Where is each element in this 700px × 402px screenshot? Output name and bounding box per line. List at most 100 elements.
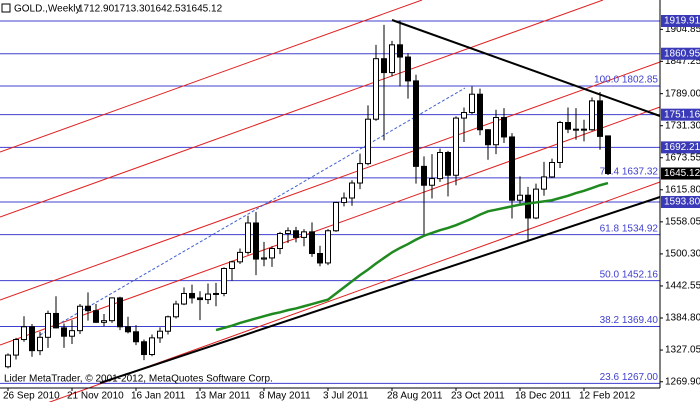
fib-label: 76.4 1637.32: [600, 166, 659, 177]
candle-body: [517, 194, 523, 201]
level-price-box: [661, 141, 700, 154]
candle-body: [421, 165, 427, 186]
candle-body: [325, 230, 331, 264]
y-tick-label: 1384.80: [665, 313, 700, 324]
moving-average: [215, 181, 609, 332]
candle-body: [333, 201, 339, 232]
candle-body: [365, 118, 371, 165]
candle-body: [269, 248, 275, 259]
candle-body: [261, 257, 267, 260]
candle-body: [101, 320, 107, 323]
candle-body: [301, 231, 307, 238]
x-tick-label: 13 Mar 2011: [195, 391, 251, 402]
symbol: GOLD.,Weekly: [14, 4, 81, 15]
y-tick-label: 1269.90: [665, 376, 700, 387]
candle-body: [453, 117, 459, 176]
candle-body: [109, 297, 115, 322]
x-tick-label: 12 Feb 2012: [579, 391, 636, 402]
x-tick-label: 8 May 2011: [259, 391, 311, 402]
candle-body: [125, 326, 131, 333]
candle-body: [429, 178, 435, 186]
candle-body: [285, 230, 291, 235]
x-tick-label: 3 Jul 2011: [323, 391, 369, 402]
candle-body: [221, 267, 227, 294]
candle-body: [565, 122, 571, 130]
candle-body: [173, 303, 179, 318]
y-tick-label: 1847.25: [665, 56, 700, 67]
candle-body: [117, 297, 123, 328]
candle-body: [149, 337, 155, 356]
current-price-box: [661, 167, 700, 180]
candle-body: [389, 44, 395, 74]
candle-body: [381, 58, 387, 74]
candle-body: [69, 330, 75, 337]
candle-body: [413, 80, 419, 167]
candle-body: [245, 222, 251, 253]
candle-body: [293, 230, 299, 238]
level-price-box: [661, 47, 700, 60]
candle-body: [461, 112, 467, 119]
candle-body: [525, 194, 531, 219]
candle-body: [349, 182, 355, 199]
candle-body: [581, 128, 587, 131]
y-tick-label: 1442.55: [665, 281, 700, 292]
fib-label: 23.6 1267.00: [600, 372, 659, 383]
x-tick-label: 21 Nov 2010: [67, 391, 124, 402]
candle-body: [197, 297, 203, 301]
candle-body: [605, 135, 611, 175]
channel-line: [0, 0, 604, 218]
x-tick-label: 16 Jan 2011: [131, 391, 186, 402]
header-value: 1645.12: [186, 4, 223, 15]
candle-body: [341, 197, 347, 203]
y-tick-label: 1904.85: [665, 24, 700, 35]
resistance-line: [391, 19, 661, 117]
candle-body: [181, 292, 187, 305]
candle-body: [237, 251, 243, 263]
candle-body: [357, 163, 363, 184]
current-price: 1645.12: [664, 168, 700, 179]
candle-body: [509, 136, 515, 201]
candle-body: [573, 128, 579, 131]
fib-label: 100.0 1802.85: [594, 75, 658, 86]
channel-line: [0, 0, 423, 153]
candle-body: [501, 117, 507, 138]
candle-body: [213, 292, 219, 295]
x-tick-label: 26 Sep 2010: [3, 391, 60, 402]
fib-label: 50.0 1452.16: [600, 269, 659, 280]
y-tick-label: 1500.30: [665, 249, 700, 260]
candle-body: [597, 100, 603, 137]
candle-body: [53, 312, 59, 329]
candle-body: [205, 293, 211, 301]
level-price: 1751.16: [664, 109, 700, 120]
candle-body: [229, 261, 235, 269]
y-tick-label: 1789.00: [665, 88, 700, 99]
fib-label: 61.8 1534.92: [600, 223, 659, 234]
candle-body: [397, 44, 403, 58]
channel-line: [0, 61, 661, 301]
level-price-box: [661, 108, 700, 121]
x-tick-label: 28 Aug 2011: [387, 391, 443, 402]
level-price: 1692.21: [664, 142, 700, 153]
footer: Lider MetaTrader, © 2001-2012, MetaQuote…: [4, 374, 273, 385]
candle-body: [405, 56, 411, 82]
dashed-trendline: [39, 87, 466, 336]
candle-body: [61, 327, 67, 337]
level-price: 1593.80: [664, 197, 700, 208]
candle-body: [157, 330, 163, 339]
header-value: 1642.53: [150, 4, 187, 15]
candle-body: [309, 231, 315, 255]
header-value: 1713.30: [114, 4, 151, 15]
candle-body: [253, 222, 259, 260]
candle-body: [189, 292, 195, 299]
candle-body: [165, 316, 171, 332]
candle-body: [485, 129, 491, 146]
candle-body: [549, 161, 555, 178]
candle-body: [317, 253, 323, 264]
level-price-box: [661, 15, 700, 28]
y-tick-label: 1731.30: [665, 120, 700, 131]
candle-body: [29, 326, 35, 352]
candle-body: [541, 176, 547, 190]
candle-body: [45, 312, 51, 338]
candle-body: [373, 58, 379, 120]
